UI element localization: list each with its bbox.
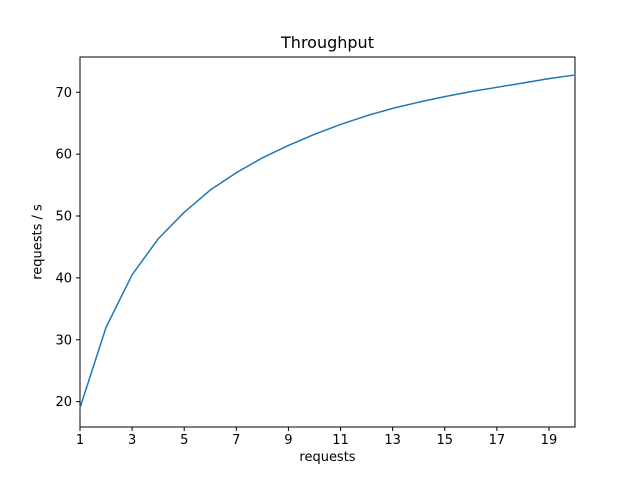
y-tick-label: 40 <box>55 271 72 286</box>
y-axis-label: requests / s <box>30 204 46 280</box>
y-tick-label: 50 <box>55 210 72 225</box>
throughput-line <box>79 74 576 409</box>
y-tick-label: 30 <box>55 333 72 348</box>
x-tick-label: 3 <box>128 433 136 448</box>
x-tick-label: 13 <box>384 433 401 448</box>
y-tick-label: 70 <box>55 86 72 101</box>
x-axis-label: requests <box>299 450 356 465</box>
plot-frame <box>79 56 576 428</box>
y-tick-label: 60 <box>55 148 72 163</box>
x-tick-label: 7 <box>232 433 240 448</box>
x-tick-label: 11 <box>332 433 349 448</box>
x-tick-label: 9 <box>284 433 292 448</box>
chart-title: Throughput <box>281 33 374 52</box>
x-tick-label: 5 <box>180 433 188 448</box>
y-tick-label: 20 <box>55 395 72 410</box>
x-tick-label: 15 <box>436 433 453 448</box>
x-tick-label: 19 <box>541 433 558 448</box>
x-tick-label: 1 <box>76 433 84 448</box>
x-tick-label: 17 <box>489 433 506 448</box>
